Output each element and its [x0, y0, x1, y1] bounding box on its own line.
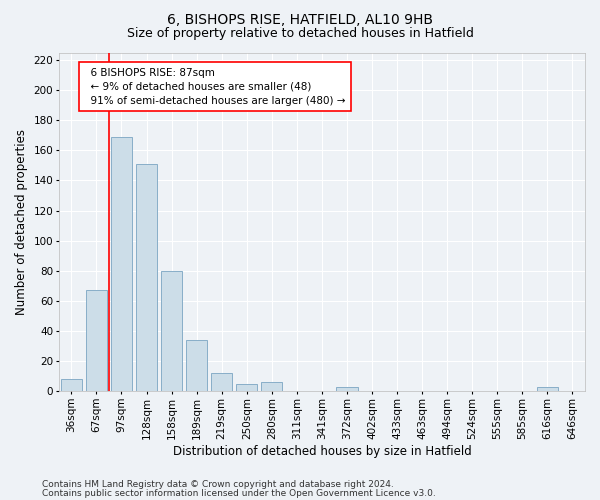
- Bar: [86, 290, 107, 392]
- Bar: [537, 386, 558, 392]
- Bar: [136, 164, 157, 392]
- Bar: [337, 386, 358, 392]
- Bar: [161, 271, 182, 392]
- Text: 6 BISHOPS RISE: 87sqm
  ← 9% of detached houses are smaller (48)
  91% of semi-d: 6 BISHOPS RISE: 87sqm ← 9% of detached h…: [84, 68, 346, 106]
- Text: Contains HM Land Registry data © Crown copyright and database right 2024.: Contains HM Land Registry data © Crown c…: [42, 480, 394, 489]
- Bar: [111, 137, 132, 392]
- Text: Contains public sector information licensed under the Open Government Licence v3: Contains public sector information licen…: [42, 488, 436, 498]
- Text: 6, BISHOPS RISE, HATFIELD, AL10 9HB: 6, BISHOPS RISE, HATFIELD, AL10 9HB: [167, 12, 433, 26]
- Bar: [186, 340, 208, 392]
- Y-axis label: Number of detached properties: Number of detached properties: [15, 129, 28, 315]
- Bar: [261, 382, 283, 392]
- Bar: [211, 373, 232, 392]
- X-axis label: Distribution of detached houses by size in Hatfield: Distribution of detached houses by size …: [173, 444, 472, 458]
- Text: Size of property relative to detached houses in Hatfield: Size of property relative to detached ho…: [127, 28, 473, 40]
- Bar: [61, 379, 82, 392]
- Bar: [236, 384, 257, 392]
